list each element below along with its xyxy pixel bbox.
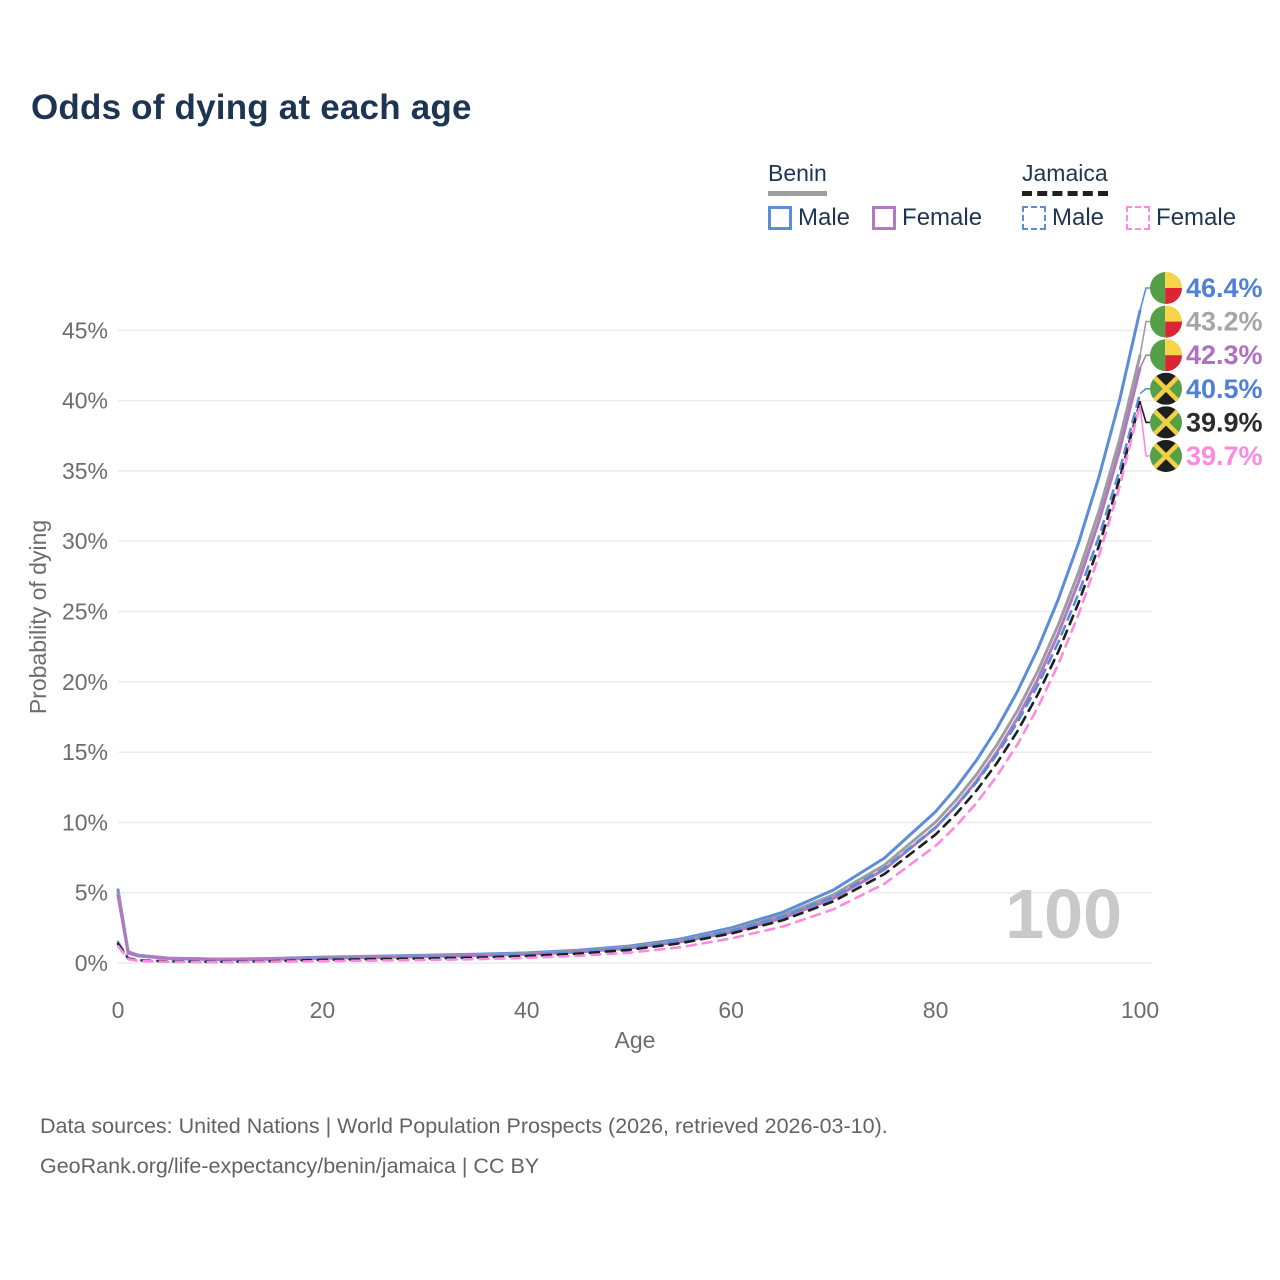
jamaica-flag-icon xyxy=(1150,440,1182,472)
line-benin-male xyxy=(116,309,1142,961)
label-connector-benin-male xyxy=(1139,287,1150,311)
legend-group-jamaica: Jamaica Male Female xyxy=(1022,160,1236,232)
x-tick-0: 0 xyxy=(112,997,125,1023)
benin-flag-icon xyxy=(1150,339,1182,372)
end-label-jamaica-total: 39.9% xyxy=(1186,407,1263,437)
footer-line-1: Data sources: United Nations | World Pop… xyxy=(40,1114,888,1138)
y-tick-20: 20% xyxy=(62,669,108,695)
y-tick-5: 5% xyxy=(75,880,108,906)
y-tick-35: 35% xyxy=(62,458,108,484)
benin-male-swatch xyxy=(768,206,792,230)
y-tick-10: 10% xyxy=(62,809,108,835)
jamaica-male-swatch xyxy=(1022,206,1046,230)
data-source-footer: Data sources: United Nations | World Pop… xyxy=(40,1106,888,1186)
y-tick-25: 25% xyxy=(62,599,108,625)
x-tick-60: 60 xyxy=(718,997,744,1023)
hover-age-watermark: 100 xyxy=(1005,875,1122,953)
benin-flag-icon xyxy=(1150,305,1182,338)
legend-country-benin[interactable]: Benin xyxy=(768,160,827,196)
y-tick-30: 30% xyxy=(62,528,108,554)
benin-line-swatch xyxy=(768,191,827,196)
jamaica-female-label: Female xyxy=(1156,204,1237,231)
jamaica-line-swatch xyxy=(1022,191,1108,196)
legend-item-jamaica-male[interactable]: Male xyxy=(1022,204,1104,232)
legend-group-benin: Benin Male Female xyxy=(768,160,982,232)
y-axis-title: Probability of dying xyxy=(25,520,51,714)
end-label-benin-male: 46.4% xyxy=(1186,273,1263,303)
footer-line-2: GeoRank.org/life-expectancy/benin/jamaic… xyxy=(40,1154,540,1178)
jamaica-flag-icon xyxy=(1150,406,1182,439)
line-jamaica-male xyxy=(116,392,1142,963)
y-tick-40: 40% xyxy=(62,388,108,414)
label-connector-benin-total xyxy=(1139,320,1150,356)
label-connector-benin-female xyxy=(1139,354,1150,369)
y-tick-15: 15% xyxy=(62,739,108,765)
end-label-jamaica-male: 40.5% xyxy=(1186,374,1263,404)
legend-country-jamaica-label: Jamaica xyxy=(1022,160,1108,186)
jamaica-male-label: Male xyxy=(1052,204,1105,231)
x-tick-100: 100 xyxy=(1121,997,1159,1023)
line-chart[interactable]: 0% 5% 10% 15% 20% 25% 30% 35% 40% 45% 0 20 40 60 80 100… xyxy=(0,0,1280,1080)
legend-country-benin-label: Benin xyxy=(768,160,827,186)
x-axis-title: Age xyxy=(615,1027,656,1053)
page-title: Odds of dying at each age xyxy=(31,88,472,127)
line-jamaica-female xyxy=(116,403,1142,964)
legend-item-jamaica-female[interactable]: Female xyxy=(1126,204,1236,232)
end-label-jamaica-female: 39.7% xyxy=(1186,441,1263,471)
legend-item-benin-male[interactable]: Male xyxy=(768,204,850,232)
benin-female-swatch xyxy=(872,206,897,230)
line-benin-female xyxy=(116,366,1142,962)
label-connector-jamaica-female xyxy=(1139,404,1150,457)
x-tick-40: 40 xyxy=(514,997,540,1023)
legend-country-jamaica[interactable]: Jamaica xyxy=(1022,160,1108,196)
benin-flag-icon xyxy=(1150,272,1182,304)
x-tick-80: 80 xyxy=(923,997,949,1023)
label-connector-jamaica-male xyxy=(1139,388,1150,395)
x-tick-20: 20 xyxy=(310,997,336,1023)
jamaica-female-swatch xyxy=(1126,206,1151,230)
y-tick-45: 45% xyxy=(62,317,108,343)
benin-female-label: Female xyxy=(902,204,983,231)
benin-male-label: Male xyxy=(798,204,851,231)
y-tick-0: 0% xyxy=(75,950,108,976)
end-label-benin-total: 43.2% xyxy=(1186,307,1263,337)
end-label-benin-female: 42.3% xyxy=(1186,340,1263,370)
jamaica-flag-icon xyxy=(1150,372,1182,405)
label-connector-jamaica-total xyxy=(1139,401,1150,424)
line-benin-total xyxy=(116,354,1142,961)
legend-item-benin-female[interactable]: Female xyxy=(872,204,982,232)
